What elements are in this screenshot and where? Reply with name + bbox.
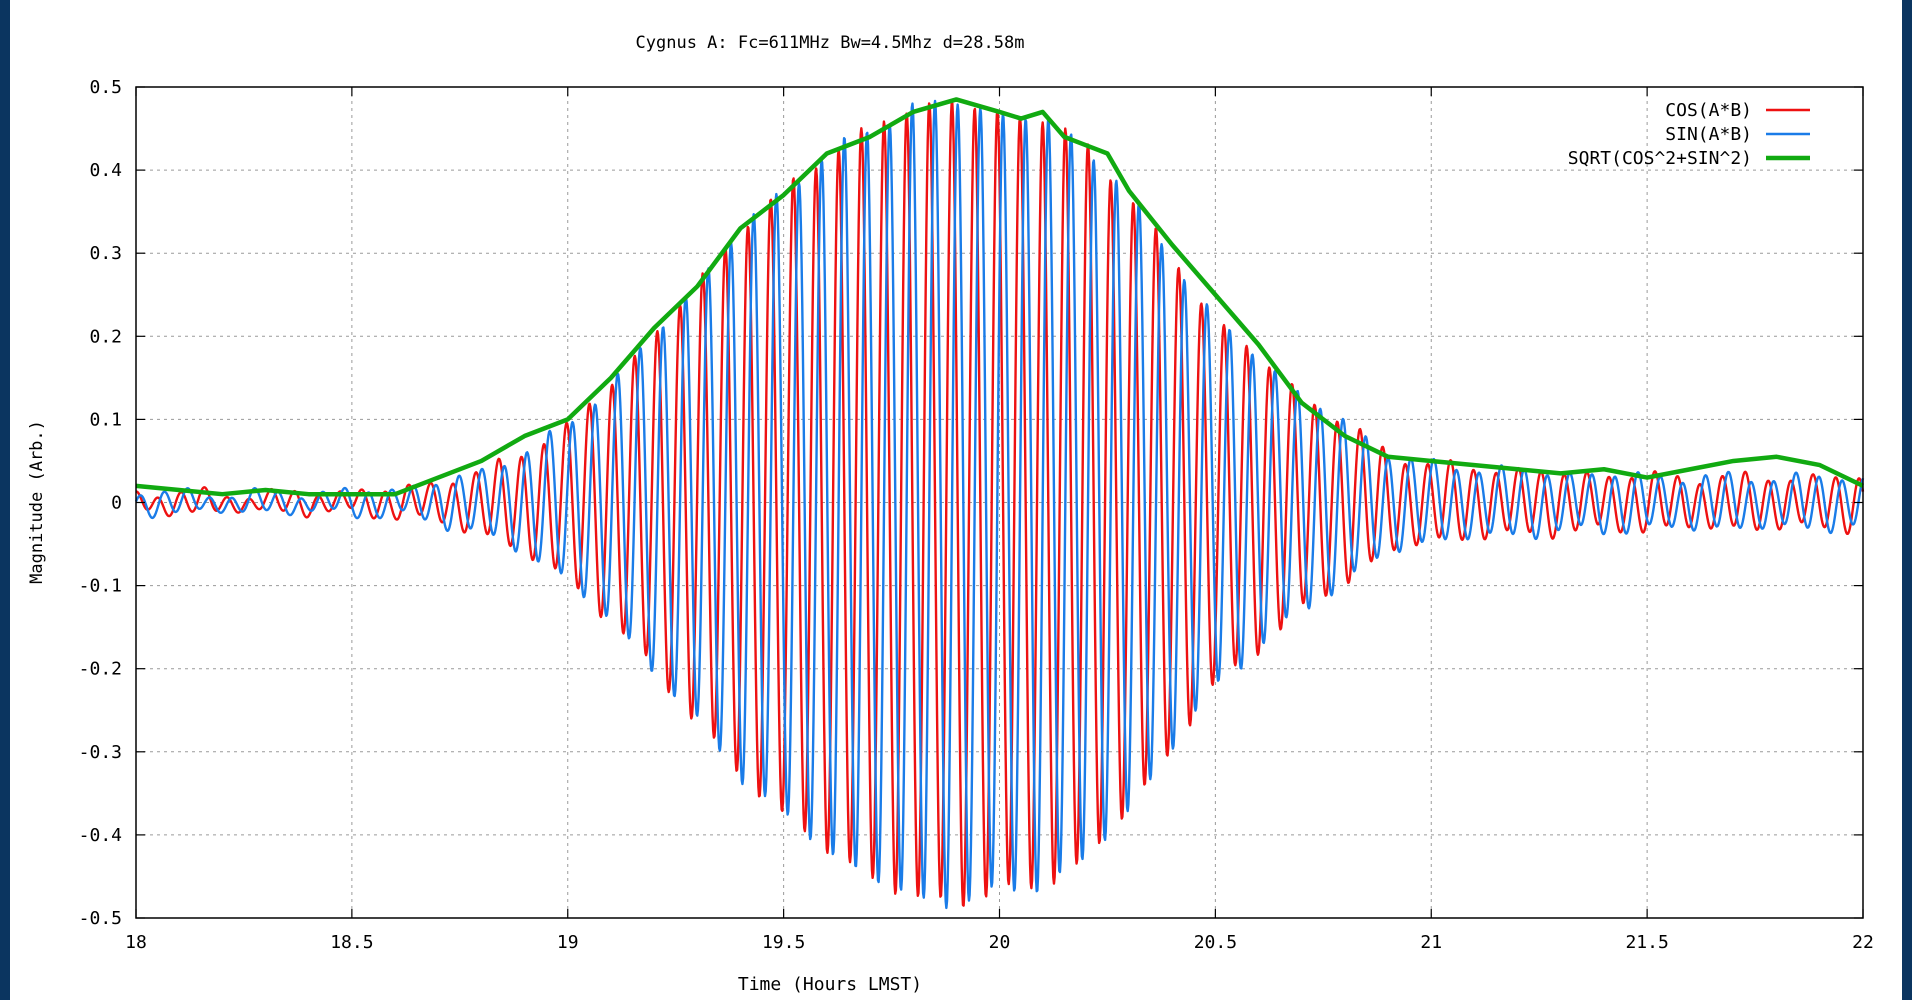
- x-tick-label: 18: [125, 932, 147, 953]
- series-line-magnitude: [135, 97, 1864, 497]
- legend: COS(A*B) SIN(A*B) SQRT(COS^2+SIN^2): [1568, 100, 1810, 169]
- x-axis-label: Time (Hours LMST): [738, 974, 922, 995]
- chart-frame: 18 18.5 19 19.5 20 20.5 21 21.5 22 0.5 0.4 0.3 0.2 0.…: [10, 0, 1902, 1000]
- legend-label: SIN(A*B): [1665, 124, 1752, 145]
- y-tick-label: -0.1: [79, 576, 122, 597]
- y-tick-label: -0.3: [79, 742, 122, 763]
- y-tick-label: 0.4: [89, 160, 122, 181]
- x-tick-label: 20.5: [1194, 932, 1237, 953]
- x-tick-label: 21.5: [1625, 932, 1668, 953]
- x-tick-label: 19.5: [762, 932, 805, 953]
- x-tick-label: 22: [1852, 932, 1874, 953]
- chart: 18 18.5 19 19.5 20 20.5 21 21.5 22 0.5 0.4 0.3 0.2 0.…: [27, 33, 1874, 995]
- y-tick-label: 0.2: [89, 326, 122, 347]
- legend-label: COS(A*B): [1665, 100, 1752, 121]
- x-tick-label: 19: [557, 932, 579, 953]
- x-tick-label: 21: [1420, 932, 1442, 953]
- ticks: 18 18.5 19 19.5 20 20.5 21 21.5 22 0.5 0.4 0.3 0.2 0.…: [79, 77, 1874, 953]
- y-axis-label: Magnitude (Arb.): [27, 420, 47, 584]
- x-tick-label: 18.5: [330, 932, 373, 953]
- x-tick-label: 20: [989, 932, 1011, 953]
- series-line-sin: [134, 99, 1865, 910]
- series-line-cos: [135, 101, 1865, 907]
- chart-title: Cygnus A: Fc=611MHz Bw=4.5Mhz d=28.58m: [636, 33, 1025, 53]
- y-tick-label: 0.1: [89, 409, 122, 430]
- y-tick-label: -0.5: [79, 908, 122, 929]
- y-tick-label: 0: [111, 493, 122, 514]
- series-layer: [134, 97, 1865, 910]
- y-tick-label: 0.5: [89, 77, 122, 98]
- y-tick-label: -0.2: [79, 659, 122, 680]
- y-tick-label: 0.3: [89, 243, 122, 264]
- y-tick-label: -0.4: [79, 825, 122, 846]
- legend-label: SQRT(COS^2+SIN^2): [1568, 148, 1752, 169]
